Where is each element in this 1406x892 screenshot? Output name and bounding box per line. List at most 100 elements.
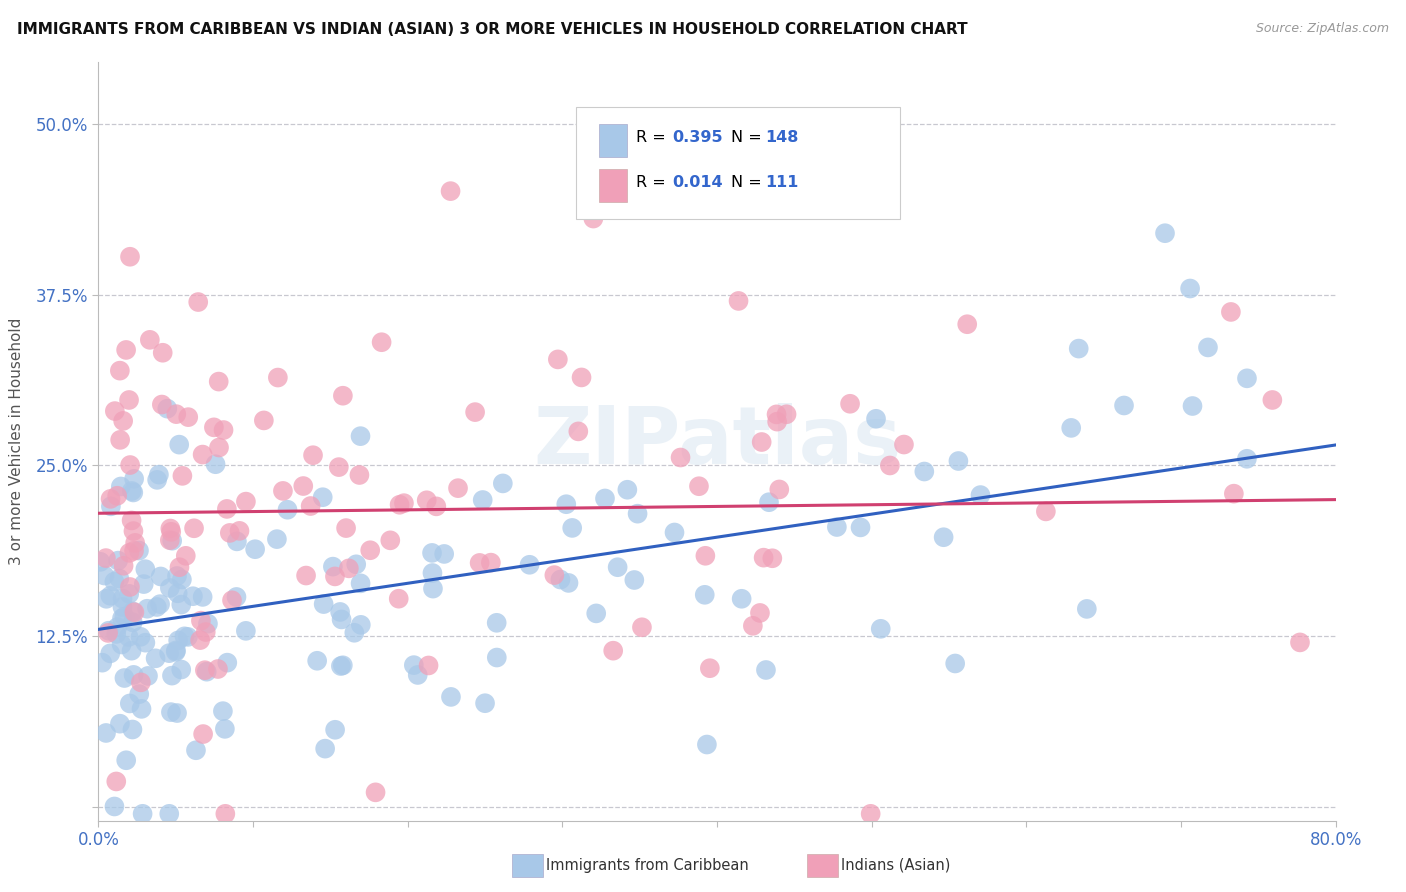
Point	[105, 627, 128, 641]
Point	[91, 656, 114, 670]
Point	[1289, 635, 1312, 649]
Point	[1154, 226, 1177, 240]
Point	[307, 654, 329, 668]
Point	[145, 651, 167, 665]
Point	[299, 499, 322, 513]
Point	[330, 612, 353, 626]
Point	[332, 389, 354, 403]
Point	[170, 573, 193, 587]
Point	[406, 668, 429, 682]
Point	[111, 599, 134, 614]
Point	[150, 398, 173, 412]
Point	[439, 184, 461, 198]
Point	[97, 626, 120, 640]
Point	[1261, 392, 1284, 407]
Point	[98, 646, 121, 660]
Point	[148, 467, 170, 482]
Point	[160, 705, 183, 719]
Point	[105, 489, 128, 503]
Point	[204, 457, 226, 471]
Point	[93, 568, 115, 582]
Text: 0.395: 0.395	[672, 130, 723, 145]
Point	[337, 561, 360, 575]
Point	[108, 572, 131, 586]
Point	[893, 437, 915, 451]
Point	[849, 520, 872, 534]
Point	[825, 520, 848, 534]
Point	[165, 643, 187, 657]
Point	[329, 605, 352, 619]
Point	[479, 556, 502, 570]
Text: Immigrants from Caribbean: Immigrants from Caribbean	[546, 858, 748, 872]
Point	[121, 643, 143, 657]
Point	[699, 661, 721, 675]
Text: Source: ZipAtlas.com: Source: ZipAtlas.com	[1256, 22, 1389, 36]
Point	[129, 630, 152, 644]
Text: ZIPatlas: ZIPatlas	[533, 402, 901, 481]
Point	[344, 558, 367, 572]
Point	[121, 723, 143, 737]
Point	[370, 335, 392, 350]
Point	[969, 488, 991, 502]
Point	[422, 566, 444, 580]
Point	[314, 741, 336, 756]
Point	[228, 524, 250, 538]
Point	[118, 587, 141, 601]
Point	[1236, 451, 1258, 466]
Point	[184, 743, 207, 757]
Point	[328, 460, 350, 475]
Point	[122, 472, 145, 486]
Point	[631, 620, 654, 634]
Point	[1178, 281, 1201, 295]
Point	[157, 646, 180, 660]
Point	[159, 522, 181, 536]
Text: N =: N =	[731, 175, 768, 190]
Point	[129, 675, 152, 690]
Point	[768, 483, 790, 497]
Point	[388, 498, 411, 512]
Point	[593, 491, 616, 506]
Point	[160, 524, 183, 539]
Point	[136, 669, 159, 683]
Point	[170, 598, 193, 612]
Point	[121, 483, 143, 498]
Point	[606, 560, 628, 574]
Point	[105, 774, 128, 789]
Point	[124, 605, 146, 619]
Point	[402, 658, 425, 673]
Text: N =: N =	[731, 130, 768, 145]
Point	[253, 413, 276, 427]
Point	[225, 590, 247, 604]
Point	[118, 546, 141, 560]
Point	[165, 407, 187, 421]
Point	[121, 513, 143, 527]
Point	[869, 622, 891, 636]
Point	[118, 392, 141, 407]
Point	[89, 555, 111, 569]
Point	[1197, 340, 1219, 354]
Point	[669, 450, 692, 465]
Point	[1060, 421, 1083, 435]
Point	[208, 375, 231, 389]
Point	[160, 668, 183, 682]
Point	[121, 615, 143, 630]
Point	[131, 702, 153, 716]
Point	[191, 590, 214, 604]
Point	[122, 668, 145, 682]
Point	[582, 211, 605, 226]
Point	[221, 593, 243, 607]
Point	[177, 410, 200, 425]
Point	[94, 551, 117, 566]
Point	[181, 589, 204, 603]
Point	[214, 722, 236, 736]
Point	[115, 343, 138, 357]
Point	[755, 663, 778, 677]
Point	[332, 658, 354, 673]
Point	[859, 806, 882, 821]
Point	[166, 706, 188, 720]
Point	[349, 429, 371, 443]
Point	[392, 496, 415, 510]
Point	[112, 671, 135, 685]
Point	[156, 401, 179, 416]
Point	[350, 618, 373, 632]
